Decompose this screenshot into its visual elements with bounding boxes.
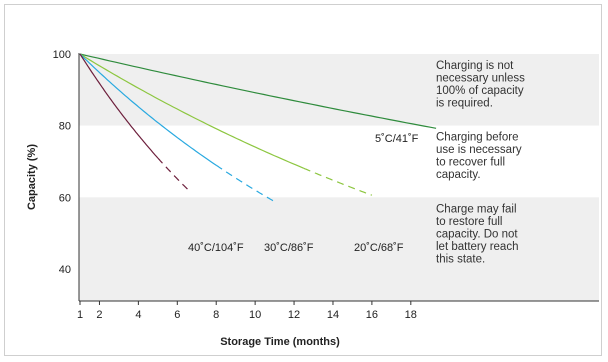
zone-note-3: Charge may fail to restore full capacity. … xyxy=(436,203,518,265)
y-tick-label: 100 xyxy=(53,49,71,61)
zone-note-line: Charge may fail xyxy=(436,203,517,215)
zone-note-line: to restore full xyxy=(436,216,502,228)
capacity-chart: Charging is not necessary unless 100% of c… xyxy=(26,49,599,348)
series-line-3 xyxy=(79,53,217,166)
zone-note-line: capacity. xyxy=(436,169,481,181)
zone-note-line: let battery reach xyxy=(436,241,518,253)
zone-note-line: Charging before xyxy=(436,132,518,144)
x-tick-label: 8 xyxy=(213,309,219,321)
series-dashed-4 xyxy=(157,157,192,193)
zone-note-line: Charging is not xyxy=(436,60,514,72)
labels-layer: 5˚C/41˚F 20˚C/68˚F 30˚C/86˚F 40˚C/104˚F xyxy=(188,133,419,254)
zone-note-line: 100% of capacity xyxy=(436,85,524,97)
lines-layer xyxy=(79,53,437,203)
zone-note-2: Charging before use is necessary to recove… xyxy=(436,132,522,182)
series-line-4 xyxy=(79,53,159,159)
x-tick-label: 18 xyxy=(405,309,417,321)
chart-frame: Charging is not necessary unless 100% of c… xyxy=(4,4,602,356)
x-tick-label: 14 xyxy=(327,309,339,321)
y-tick-label: 60 xyxy=(59,192,71,204)
y-axis-title: Capacity (%) xyxy=(26,144,38,210)
series-label-4: 40˚C/104˚F xyxy=(188,242,244,254)
y-tick-label: 80 xyxy=(59,121,71,133)
zone-band-1 xyxy=(79,54,599,126)
series-label-2: 20˚C/68˚F xyxy=(354,242,404,254)
x-tick-label: 10 xyxy=(249,309,261,321)
zone-note-line: capacity. Do not xyxy=(436,228,518,240)
zone-note-line: necessary unless xyxy=(436,73,525,85)
x-tick-label: 16 xyxy=(366,309,378,321)
x-tick-label: 2 xyxy=(96,309,102,321)
x-tick-label: 6 xyxy=(174,309,180,321)
zone-note-line: use is necessary xyxy=(436,144,522,156)
zone-note-line: this state. xyxy=(436,253,485,265)
zone-note-1: Charging is not necessary unless 100% of c… xyxy=(436,60,525,110)
series-line-2 xyxy=(79,53,305,169)
series-line-1 xyxy=(79,53,437,129)
x-tick-label: 1 xyxy=(77,309,83,321)
series-label-1: 5˚C/41˚F xyxy=(375,133,419,145)
series-dashed-2 xyxy=(303,167,373,196)
zones-layer: Charging is not necessary unless 100% of c… xyxy=(79,54,599,301)
zone-band-3 xyxy=(79,197,599,301)
series-label-3: 30˚C/86˚F xyxy=(264,242,314,254)
zone-note-line: to recover full xyxy=(436,157,505,169)
zone-band-2 xyxy=(79,125,599,198)
x-tick-label: 4 xyxy=(135,309,141,321)
zone-note-line: is required. xyxy=(436,98,493,110)
x-axis-title: Storage Time (months) xyxy=(220,336,340,348)
x-tick-label: 12 xyxy=(288,309,300,321)
y-tick-label: 40 xyxy=(59,264,71,276)
